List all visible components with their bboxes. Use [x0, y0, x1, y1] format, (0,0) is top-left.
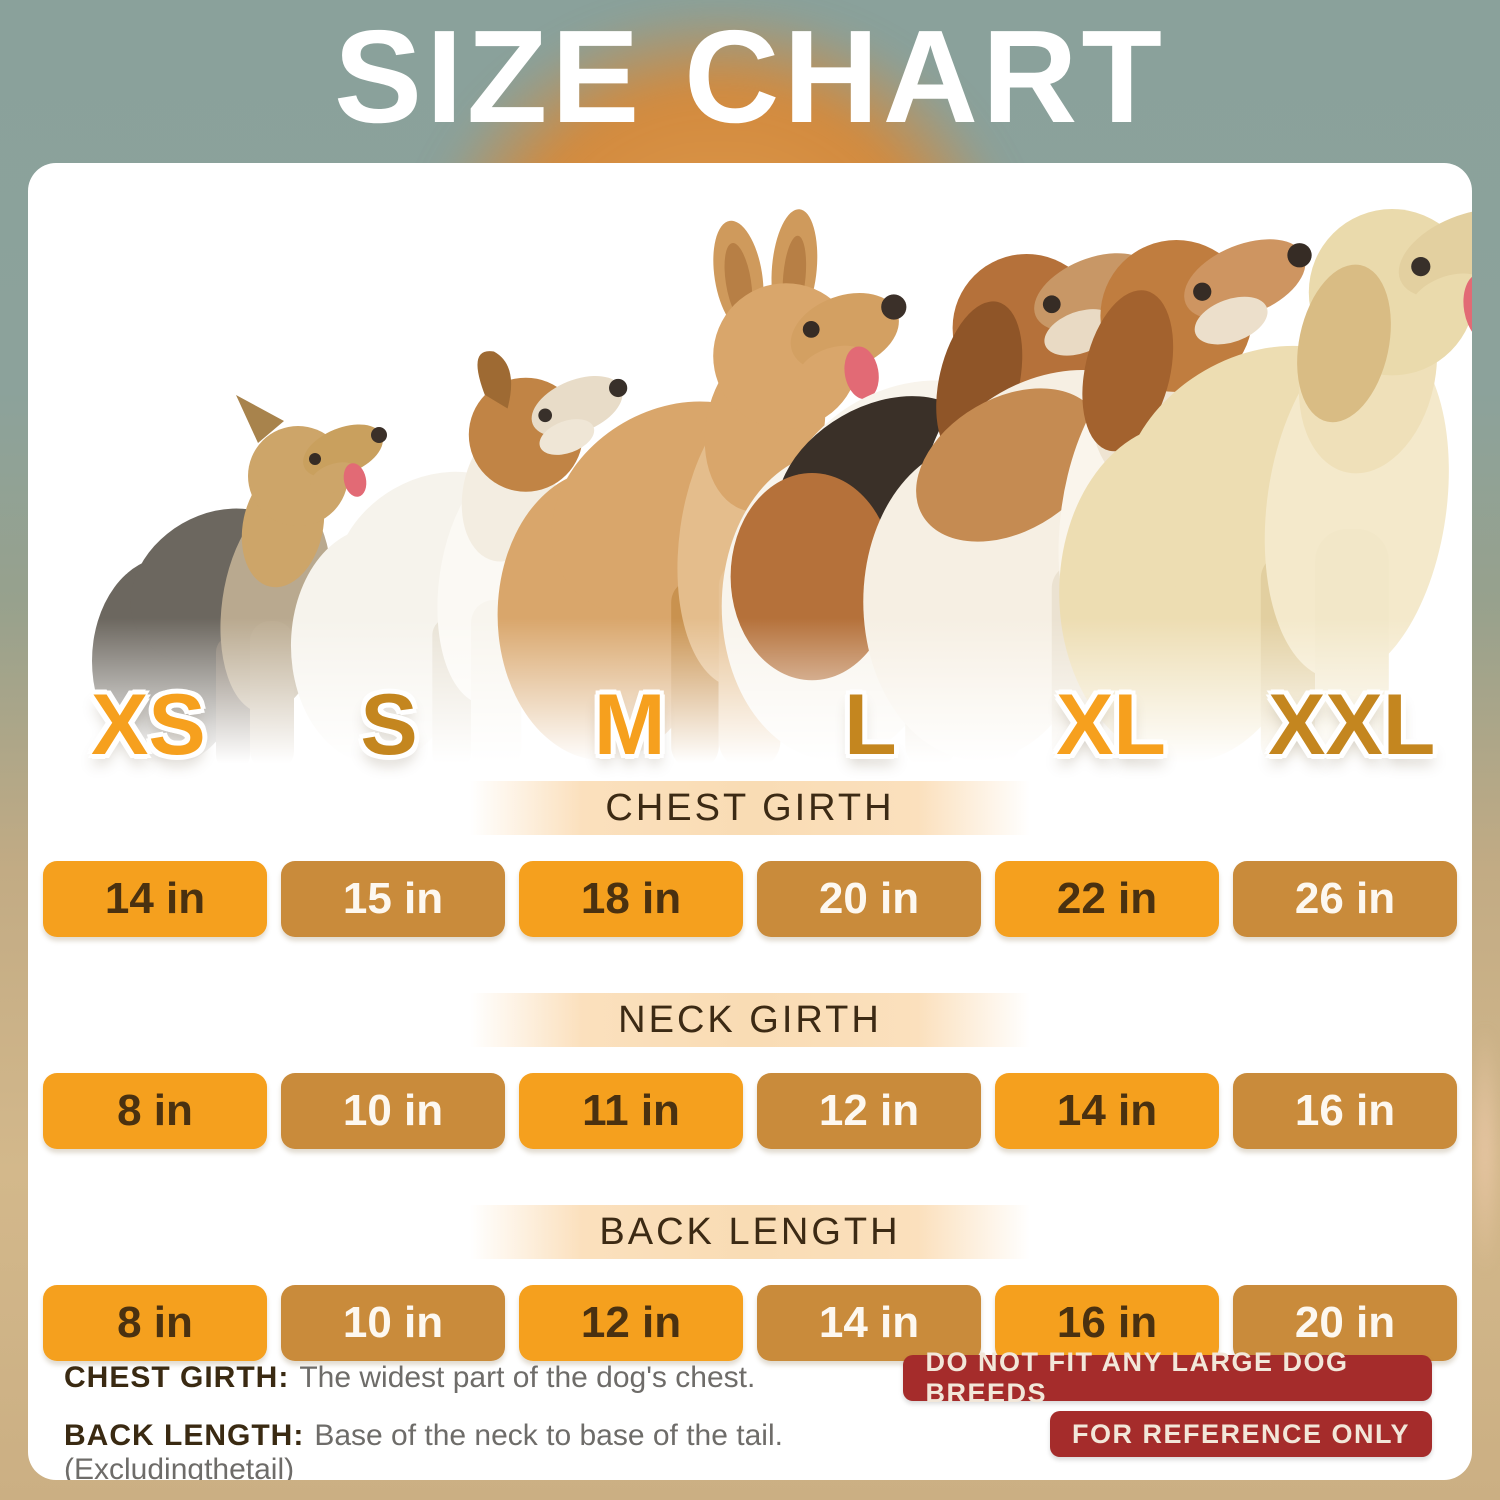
warning-badge-large-breeds: DO NOT FIT ANY LARGE DOG BREEDS	[903, 1347, 1432, 1408]
back-length-value-xl: 16 in	[995, 1285, 1219, 1361]
size-label-xl: XL	[1056, 677, 1166, 773]
chest-girth-values-row: 14 in 15 in 18 in 20 in 22 in 26 in	[43, 861, 1457, 937]
note-back-length-label: BACK LENGTH:	[64, 1419, 305, 1452]
dogs-white-fade	[28, 618, 1472, 783]
size-label-m: M	[593, 677, 666, 773]
back-length-value-xxl: 20 in	[1233, 1285, 1457, 1361]
neck-girth-value-s: 10 in	[281, 1073, 505, 1149]
back-length-value-s: 10 in	[281, 1285, 505, 1361]
chest-girth-value-s: 15 in	[281, 861, 505, 937]
note-chest-girth-label: CHEST GIRTH:	[64, 1361, 290, 1394]
background-road-band	[0, 690, 30, 1120]
page-title: SIZE CHART	[334, 3, 1166, 150]
neck-girth-value-xl: 14 in	[995, 1073, 1219, 1149]
neck-girth-value-xs: 8 in	[43, 1073, 267, 1149]
footer: CHEST GIRTH: The widest part of the dog's…	[64, 1347, 1432, 1480]
section-header-back-length: BACK LENGTH	[470, 1205, 1030, 1259]
note-chest-girth: CHEST GIRTH: The widest part of the dog's…	[64, 1361, 903, 1395]
neck-girth-values-row: 8 in 10 in 11 in 12 in 14 in 16 in	[43, 1073, 1457, 1149]
size-label-xxl: XXL	[1268, 677, 1436, 773]
section-title: NECK GIRTH	[618, 998, 882, 1041]
chest-girth-value-xl: 22 in	[995, 861, 1219, 937]
size-labels-row: XS S M L XL XXL	[28, 675, 1472, 775]
warning-badges: DO NOT FIT ANY LARGE DOG BREEDS FOR REFE…	[903, 1347, 1432, 1480]
back-length-values-row: 8 in 10 in 12 in 14 in 16 in 20 in	[43, 1285, 1457, 1361]
size-label-l: L	[844, 677, 897, 773]
note-back-length: BACK LENGTH: Base of the neck to base of …	[64, 1419, 903, 1480]
measurement-notes: CHEST GIRTH: The widest part of the dog's…	[64, 1355, 903, 1480]
chest-girth-value-m: 18 in	[519, 861, 743, 937]
warning-badge-reference-only: FOR REFERENCE ONLY	[1049, 1411, 1432, 1457]
size-chart-card: XS S M L XL XXL CHEST GIRTH 14 in 15 in …	[28, 163, 1472, 1480]
back-length-value-l: 14 in	[757, 1285, 981, 1361]
section-title: BACK LENGTH	[599, 1210, 901, 1253]
note-chest-girth-text: The widest part of the dog's chest.	[299, 1361, 756, 1394]
chest-girth-value-l: 20 in	[757, 861, 981, 937]
chest-girth-value-xs: 14 in	[43, 861, 267, 937]
chest-girth-value-xxl: 26 in	[1233, 861, 1457, 937]
neck-girth-value-m: 11 in	[519, 1073, 743, 1149]
note-back-length-text: Base of the neck to base of the tail.(Ex…	[64, 1419, 783, 1480]
neck-girth-value-xxl: 16 in	[1233, 1073, 1457, 1149]
size-label-s: S	[360, 677, 418, 773]
back-length-value-m: 12 in	[519, 1285, 743, 1361]
section-header-chest-girth: CHEST GIRTH	[470, 781, 1030, 835]
section-header-neck-girth: NECK GIRTH	[470, 993, 1030, 1047]
section-title: CHEST GIRTH	[605, 786, 895, 829]
measurements-table: CHEST GIRTH 14 in 15 in 18 in 20 in 22 i…	[28, 781, 1472, 1397]
back-length-value-xs: 8 in	[43, 1285, 267, 1361]
size-label-xs: XS	[90, 677, 206, 773]
neck-girth-value-l: 12 in	[757, 1073, 981, 1149]
background-cloud-blur	[1470, 1030, 1500, 1270]
